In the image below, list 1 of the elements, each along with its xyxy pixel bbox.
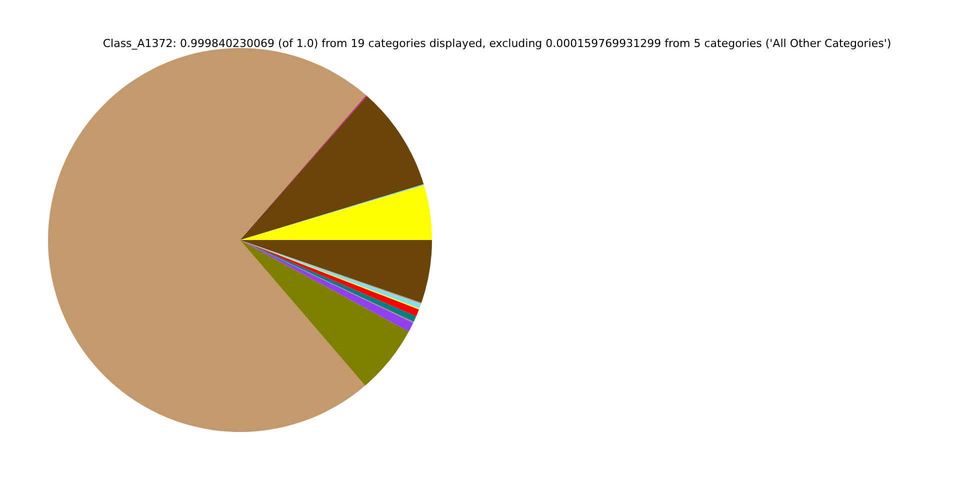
text: Class_A1372: 0.999840230069 (of 1.0) from 19 categories displayed, excluding 0.000159769931299 from 5 categories ('All Other Categories') bbox=[102, 37, 892, 50]
